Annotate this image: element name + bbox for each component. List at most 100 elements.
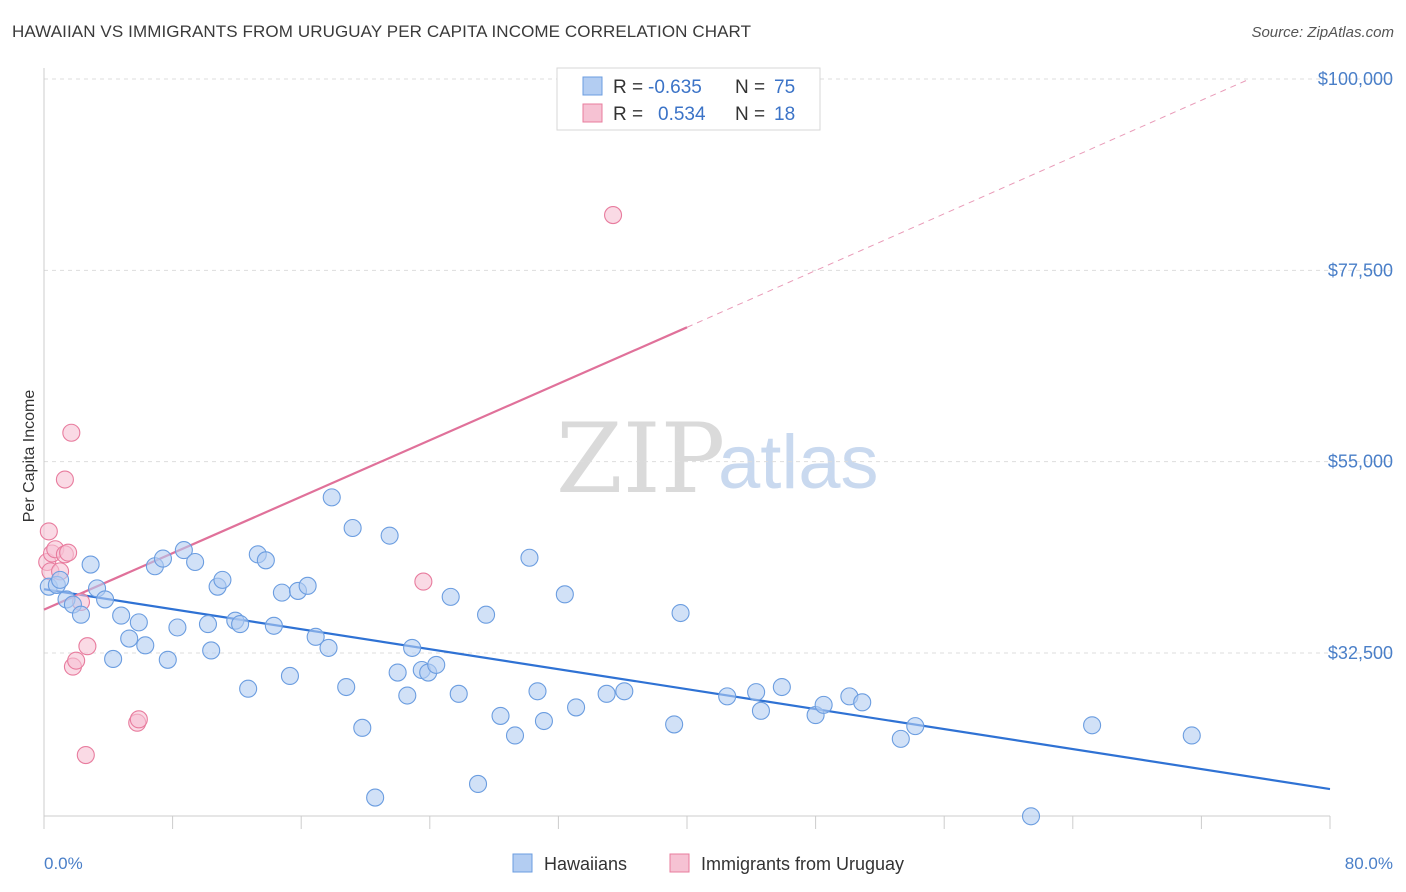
point-hawaiians [1182,726,1201,745]
point-hawaiians [449,684,468,703]
point-hawaiians [388,663,407,682]
point-hawaiians [751,701,770,720]
legend-r-label-1: R = [613,77,643,98]
point-hawaiians [198,615,218,634]
y-axis-label: Per Capita Income [21,390,38,523]
point-hawaiians [264,616,283,635]
legend-r-value-1: -0.635 [648,77,702,98]
bottom-legend-swatch-uruguay [669,853,690,873]
point-hawaiians [136,636,155,655]
point-hawaiians [202,641,221,660]
point-hawaiians [747,683,766,702]
y-tick-label: $77,500 [1328,260,1393,280]
point-hawaiians [534,711,553,731]
point-hawaiians [120,629,139,648]
point-hawaiians [853,693,872,712]
point-uruguay [76,745,95,765]
point-hawaiians [597,684,616,703]
point-hawaiians [239,679,258,698]
point-uruguay [55,470,74,489]
point-hawaiians [380,526,399,545]
point-hawaiians [505,726,525,745]
x-axis-ticks [43,816,1331,829]
point-hawaiians [615,682,634,701]
point-hawaiians [168,618,187,637]
point-hawaiians [213,570,232,589]
point-hawaiians [319,638,338,657]
watermark-zip: ZIP [556,403,725,515]
point-hawaiians [104,649,123,669]
trend-line-hawaiians [43,588,1331,791]
point-hawaiians [366,788,385,807]
point-hawaiians [129,613,148,632]
point-hawaiians [528,682,547,701]
point-hawaiians [81,555,100,574]
point-hawaiians [671,603,690,623]
point-hawaiians [322,488,341,507]
point-hawaiians [96,590,115,609]
point-hawaiians [468,774,488,794]
point-hawaiians [427,655,446,674]
point-uruguay [59,543,78,562]
point-hawaiians [353,718,372,737]
watermark-atlas: atlas [718,420,879,505]
point-hawaiians [718,687,737,706]
legend-n-label-2: N = [735,104,765,125]
legend-n-value-2: 18 [774,104,795,125]
x-tick-label-max: 80.0% [1345,854,1393,873]
grid-lines [44,78,1393,654]
point-hawaiians [403,638,422,657]
point-hawaiians [477,605,496,624]
bottom-legend-label-hawaiians: Hawaiians [544,854,627,874]
point-hawaiians [272,583,291,602]
point-hawaiians [186,552,205,572]
point-hawaiians [567,698,586,717]
point-hawaiians [906,717,925,736]
point-hawaiians [280,666,299,686]
point-uruguay [414,572,433,591]
legend-n-value-1: 75 [774,77,795,98]
point-hawaiians [337,677,356,697]
point-uruguay [129,710,148,729]
point-uruguay [62,423,81,442]
trend-line-uruguay-extension [686,78,1250,328]
point-hawaiians [256,551,275,570]
y-tick-label: $55,000 [1328,452,1393,472]
point-hawaiians [1083,716,1102,735]
point-hawaiians [772,677,791,697]
point-hawaiians [298,576,317,595]
chart-title: HAWAIIAN VS IMMIGRANTS FROM URUGUAY PER … [12,22,752,41]
point-hawaiians [1021,807,1041,826]
point-hawaiians [158,650,177,669]
point-uruguay [39,522,58,541]
point-hawaiians [555,585,574,604]
series-legend: Hawaiians Immigrants from Uruguay [512,853,904,874]
point-hawaiians [174,541,193,560]
point-hawaiians [306,627,325,646]
legend-n-label-1: N = [735,77,765,98]
y-axis-tick-labels: $32,500 $55,000 $77,500 $100,000 [1318,69,1393,663]
legend-r-value-2: 0.534 [658,104,706,125]
point-hawaiians [891,729,910,748]
point-hawaiians [665,715,684,734]
bottom-legend-swatch-hawaiians [512,853,533,873]
legend-swatch-uruguay [582,103,603,123]
legend-r-label-2: R = [613,104,643,125]
point-hawaiians [51,570,70,589]
point-hawaiians [491,706,510,725]
point-uruguay [67,651,86,670]
point-hawaiians [814,695,833,714]
point-hawaiians [441,587,460,606]
point-hawaiians [71,605,91,624]
point-uruguay [604,206,623,225]
y-tick-label: $32,500 [1328,643,1393,663]
legend-swatch-hawaiians [582,76,603,96]
point-hawaiians [343,518,362,538]
point-hawaiians [398,686,417,705]
point-uruguay [78,637,97,656]
source-label: Source: ZipAtlas.com [1251,24,1394,41]
point-hawaiians [520,548,539,567]
point-hawaiians [112,606,131,625]
point-hawaiians [231,615,250,634]
